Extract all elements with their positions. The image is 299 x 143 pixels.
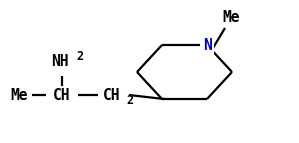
Text: Me: Me: [10, 88, 28, 103]
Text: CH: CH: [103, 88, 121, 103]
Text: N: N: [203, 37, 211, 52]
Text: NH: NH: [51, 54, 69, 69]
Text: Me: Me: [222, 10, 239, 25]
Text: CH: CH: [53, 88, 71, 103]
Text: 2: 2: [126, 95, 133, 108]
Text: 2: 2: [76, 50, 83, 63]
